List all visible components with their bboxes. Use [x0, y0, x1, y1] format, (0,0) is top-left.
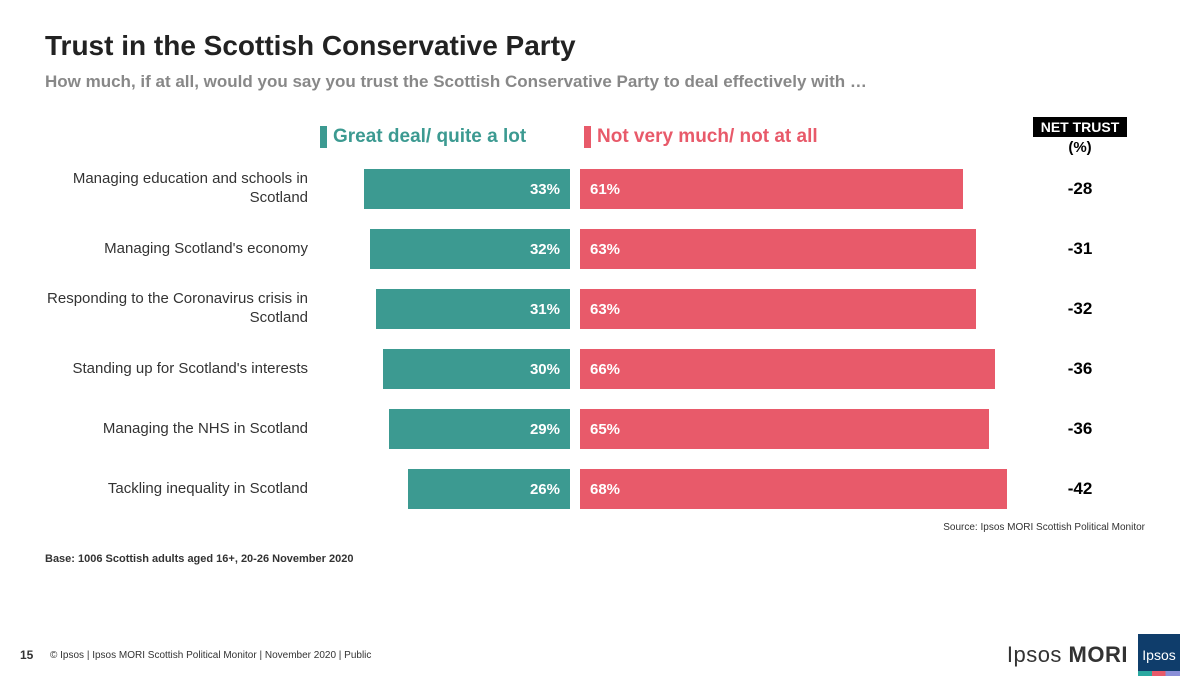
legend-label-positive: Great deal/ quite a lot — [333, 126, 526, 148]
brand-light: Ipsos — [1007, 642, 1069, 667]
bar-negative: 61% — [580, 169, 963, 209]
page-number: 15 — [20, 648, 50, 662]
chart-row: Managing Scotland's economy 32%63% -31 — [45, 222, 1155, 276]
slide-subtitle: How much, if at all, would you say you t… — [45, 72, 1155, 92]
row-label: Managing Scotland's economy — [45, 240, 320, 259]
chart-rows: Managing education and schools in Scotla… — [45, 162, 1155, 516]
net-value: -36 — [1020, 359, 1140, 379]
legend-negative: Not very much/ not at all — [580, 126, 1020, 148]
net-value: -31 — [1020, 239, 1140, 259]
net-trust-unit: (%) — [1020, 139, 1140, 156]
net-value: -32 — [1020, 299, 1140, 319]
base-note: Base: 1006 Scottish adults aged 16+, 20-… — [45, 553, 1155, 565]
source-note: Source: Ipsos MORI Scottish Political Mo… — [45, 522, 1155, 533]
footer: 15 © Ipsos | Ipsos MORI Scottish Politic… — [0, 635, 1200, 675]
brand-bold: MORI — [1069, 642, 1128, 667]
chart-row: Managing the NHS in Scotland 29%65% -36 — [45, 402, 1155, 456]
net-value: -42 — [1020, 479, 1140, 499]
chart-row: Managing education and schools in Scotla… — [45, 162, 1155, 216]
row-label: Tackling inequality in Scotland — [45, 480, 320, 499]
slide-title: Trust in the Scottish Conservative Party — [45, 30, 1155, 62]
bar-negative: 63% — [580, 289, 976, 329]
bar-negative: 63% — [580, 229, 976, 269]
bar-positive: 29% — [389, 409, 570, 449]
legend-label-negative: Not very much/ not at all — [597, 126, 818, 148]
brand-logo: Ipsos MORI Ipsos — [1007, 634, 1180, 676]
net-value: -36 — [1020, 419, 1140, 439]
bar-negative: 68% — [580, 469, 1007, 509]
chart-row: Tackling inequality in Scotland 26%68% -42 — [45, 462, 1155, 516]
legend-swatch-positive — [320, 126, 327, 148]
ipsos-logo-icon: Ipsos — [1138, 634, 1180, 676]
row-label: Standing up for Scotland's interests — [45, 360, 320, 379]
bar-negative: 65% — [580, 409, 989, 449]
net-trust-badge: NET TRUST — [1033, 117, 1128, 137]
legend-row: Great deal/ quite a lot Not very much/ n… — [45, 117, 1155, 156]
net-value: -28 — [1020, 179, 1140, 199]
row-label: Managing education and schools in Scotla… — [45, 170, 320, 208]
row-label: Managing the NHS in Scotland — [45, 420, 320, 439]
legend-swatch-negative — [584, 126, 591, 148]
bar-positive: 33% — [364, 169, 570, 209]
bar-negative: 66% — [580, 349, 995, 389]
copyright: © Ipsos | Ipsos MORI Scottish Political … — [50, 650, 1007, 661]
chart-row: Responding to the Coronavirus crisis in … — [45, 282, 1155, 336]
chart: Great deal/ quite a lot Not very much/ n… — [45, 117, 1155, 533]
bar-positive: 32% — [370, 229, 570, 269]
chart-row: Standing up for Scotland's interests 30%6… — [45, 342, 1155, 396]
legend-positive: Great deal/ quite a lot — [320, 126, 570, 148]
net-trust-header: NET TRUST (%) — [1020, 117, 1140, 156]
bar-positive: 30% — [383, 349, 571, 389]
bar-positive: 26% — [408, 469, 571, 509]
bar-positive: 31% — [376, 289, 570, 329]
row-label: Responding to the Coronavirus crisis in … — [45, 290, 320, 328]
